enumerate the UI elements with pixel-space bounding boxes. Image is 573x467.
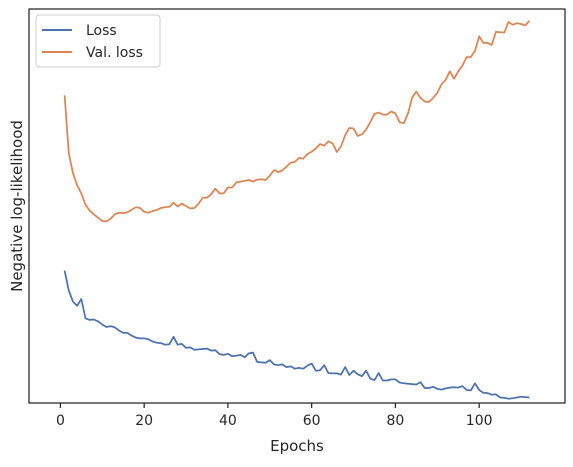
x-tick-label: 100 [466, 413, 493, 429]
legend-label-loss: Loss [86, 23, 117, 39]
y-axis-label: Negative log-likelihood [8, 120, 26, 292]
legend-box [35, 14, 161, 68]
series-line-loss [63, 270, 530, 400]
x-axis-ticks: 0 20 40 60 80 100 [56, 403, 493, 429]
series-line-val-loss [63, 20, 531, 223]
x-tick-label: 80 [386, 413, 404, 429]
series-lines [63, 20, 531, 400]
x-tick-label: 0 [56, 413, 65, 429]
x-tick-label: 40 [219, 413, 237, 429]
x-tick-label: 20 [135, 413, 153, 429]
x-tick-label: 60 [303, 413, 321, 429]
legend: Loss Val. loss [35, 14, 161, 68]
plot-frame [28, 8, 566, 404]
x-axis-label: Epochs [270, 437, 324, 455]
legend-label-val-loss: Val. loss [86, 45, 143, 61]
